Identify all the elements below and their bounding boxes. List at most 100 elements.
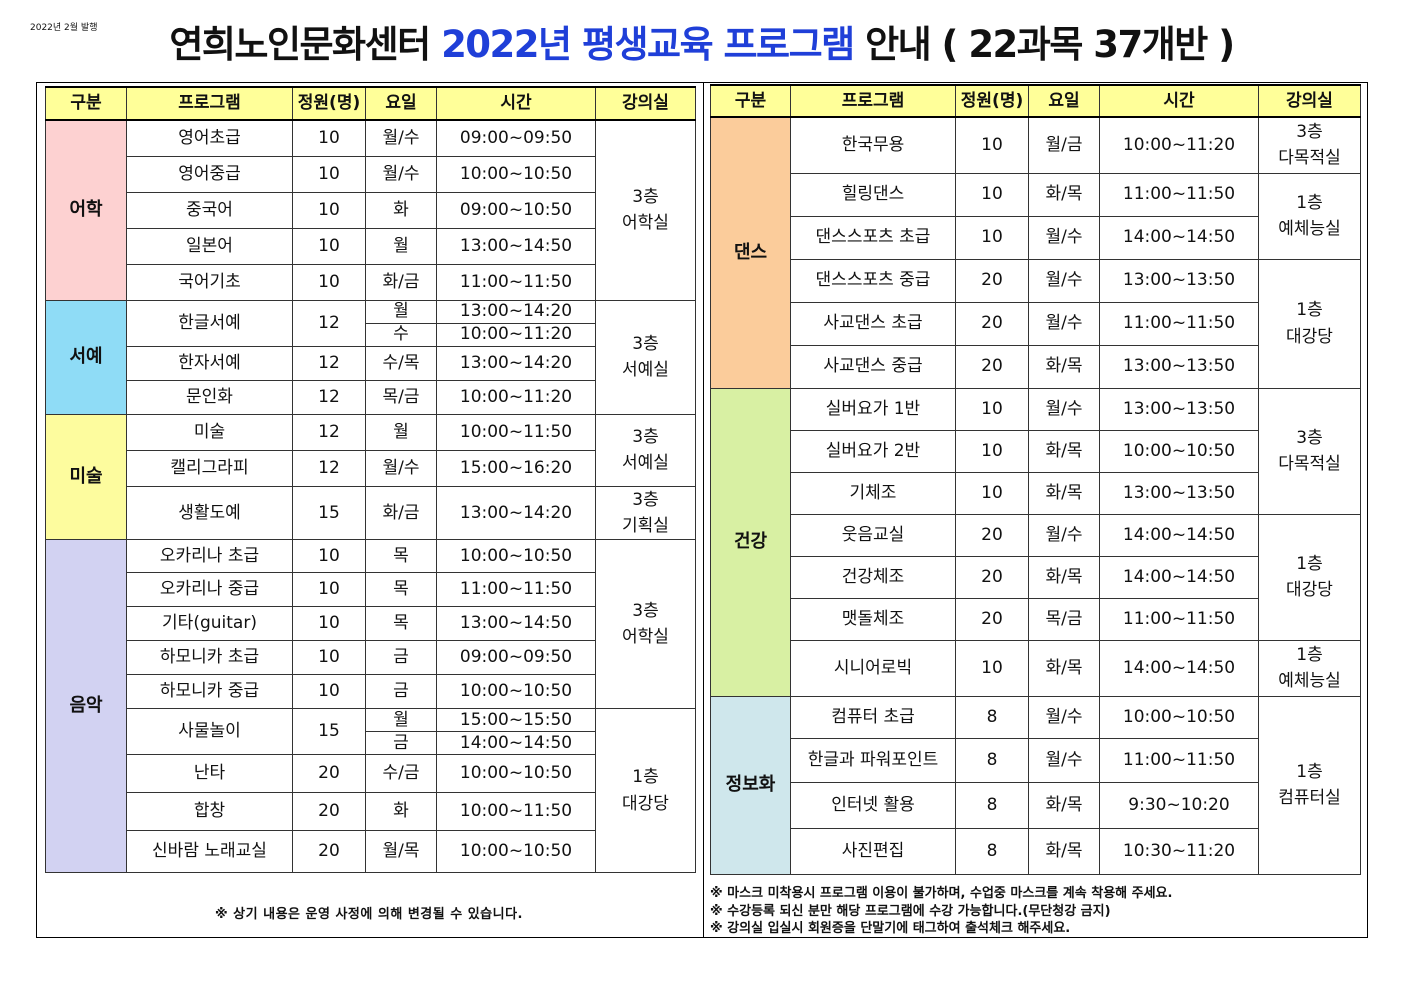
program-name: 사교댄스 초급 (790, 301, 956, 346)
program-capacity: 8 (955, 737, 1029, 783)
program-time: 11:00~11:50 (1099, 737, 1259, 783)
program-time: 09:00~09:50 (436, 119, 596, 157)
program-time: 13:00~14:50 (436, 227, 596, 265)
program-day: 목 (365, 572, 437, 608)
program-day: 화/목 (1028, 639, 1100, 697)
classroom: 3층 어학실 (595, 119, 696, 301)
program-capacity: 10 (955, 639, 1029, 697)
program-capacity: 8 (955, 695, 1029, 739)
page-title: 연희노인문화센터 2022년 평생교육 프로그램 안내 ( 22과목 37개반 … (0, 14, 1403, 68)
program-day: 금 (365, 640, 437, 676)
program-name: 사진편집 (790, 827, 956, 875)
program-time: 14:00~14:50 (1099, 639, 1259, 697)
program-name: 캘리그라피 (126, 449, 293, 487)
program-time: 13:00~14:20 (436, 299, 596, 324)
program-name: 오카리나 초급 (126, 539, 293, 574)
program-capacity: 20 (292, 830, 366, 874)
left-schedule-table: 구분 프로그램 정원(명) 요일 시간 강의실 어학 영어초급 10 월/수 0… (45, 86, 696, 874)
program-name: 하모니카 중급 (126, 674, 293, 710)
program-time: 13:00~13:50 (1099, 258, 1259, 303)
program-name: 한국무용 (790, 116, 956, 174)
program-time: 11:00~11:50 (436, 572, 596, 608)
program-time: 10:00~10:50 (436, 155, 596, 193)
program-name: 영어중급 (126, 155, 293, 193)
classroom: 1층 대강당 (1258, 258, 1361, 389)
program-name: 미술 (126, 413, 293, 451)
category-info: 정보화 (710, 695, 791, 875)
program-capacity: 20 (955, 258, 1029, 303)
program-time: 14:00~14:50 (1099, 555, 1259, 599)
program-name: 하모니카 초급 (126, 640, 293, 676)
program-day: 화/목 (1028, 429, 1100, 473)
program-day: 목 (365, 539, 437, 574)
program-capacity: 10 (955, 429, 1029, 473)
program-capacity: 15 (292, 485, 366, 541)
title-summary: 안내 ( 22과목 37개반 ) (865, 23, 1235, 66)
program-name: 문인화 (126, 379, 293, 415)
program-day: 화 (365, 792, 437, 832)
header-time: 시간 (1099, 84, 1259, 118)
program-time: 11:00~11:50 (436, 263, 596, 301)
notice-mask: ※ 마스크 미착용시 프로그램 이용이 불가하며, 수업중 마스크를 계속 착용… (710, 886, 1173, 901)
program-name: 웃음교실 (790, 513, 956, 557)
change-notice: ※ 상기 내용은 운영 사정에 의해 변경될 수 있습니다. (215, 907, 523, 922)
header-time: 시간 (436, 86, 596, 121)
program-time: 14:00~14:50 (1099, 215, 1259, 260)
program-time: 10:00~10:50 (436, 830, 596, 874)
classroom: 1층 대강당 (595, 708, 696, 874)
header-program: 프로그램 (790, 84, 956, 118)
program-capacity: 20 (292, 792, 366, 832)
program-time: 10:00~10:50 (436, 539, 596, 574)
program-capacity: 20 (955, 555, 1029, 599)
classroom: 3층 기획실 (595, 485, 696, 541)
program-capacity: 10 (292, 191, 366, 229)
program-day: 화/목 (1028, 827, 1100, 875)
program-day: 월/목 (365, 830, 437, 874)
program-capacity: 10 (955, 471, 1029, 515)
program-capacity: 10 (955, 172, 1029, 217)
header-room: 강의실 (1258, 84, 1361, 118)
program-name: 댄스스포츠 초급 (790, 215, 956, 260)
classroom: 3층 다목적실 (1258, 116, 1361, 174)
header-capacity: 정원(명) (955, 84, 1029, 118)
program-capacity: 10 (292, 539, 366, 574)
program-time: 09:00~10:50 (436, 191, 596, 229)
program-name: 기타(guitar) (126, 606, 293, 642)
category-language: 어학 (45, 119, 127, 301)
program-time: 10:00~11:20 (436, 379, 596, 415)
program-time: 13:00~13:50 (1099, 471, 1259, 515)
program-capacity: 10 (955, 215, 1029, 260)
program-capacity: 20 (955, 513, 1029, 557)
program-name: 생활도예 (126, 485, 293, 541)
program-name: 오카리나 중급 (126, 572, 293, 608)
category-dance: 댄스 (710, 116, 791, 389)
classroom: 1층 예체능실 (1258, 172, 1361, 260)
notice-attendance: ※ 강의실 입실시 회원증을 단말기에 태그하여 출석체크 해주세요. (710, 921, 1071, 937)
program-capacity: 20 (955, 344, 1029, 389)
program-name: 컴퓨터 초급 (790, 695, 956, 739)
program-capacity: 10 (955, 387, 1029, 431)
program-day: 금 (365, 731, 437, 756)
publish-date: 2022년 2월 발행 (30, 23, 98, 33)
title-program-year: 2022년 평생교육 프로그램 (441, 23, 855, 66)
category-health: 건강 (710, 387, 791, 697)
program-capacity: 20 (955, 301, 1029, 346)
program-capacity: 10 (955, 116, 1029, 174)
program-day: 월 (365, 708, 437, 733)
program-day: 월/수 (1028, 387, 1100, 431)
program-day: 월 (365, 299, 437, 324)
program-day: 화/목 (1028, 781, 1100, 829)
program-capacity: 12 (292, 449, 366, 487)
program-time: 15:00~16:20 (436, 449, 596, 487)
program-day: 수 (365, 322, 437, 347)
schedule-frame (36, 82, 1368, 938)
program-time: 10:00~11:50 (436, 792, 596, 832)
program-day: 화/목 (1028, 344, 1100, 389)
classroom: 3층 어학실 (595, 539, 696, 710)
program-time: 10:30~11:20 (1099, 827, 1259, 875)
program-capacity: 8 (955, 781, 1029, 829)
program-day: 월/수 (1028, 301, 1100, 346)
header-room: 강의실 (595, 86, 696, 121)
category-music: 음악 (45, 539, 127, 874)
program-day: 화/목 (1028, 471, 1100, 515)
